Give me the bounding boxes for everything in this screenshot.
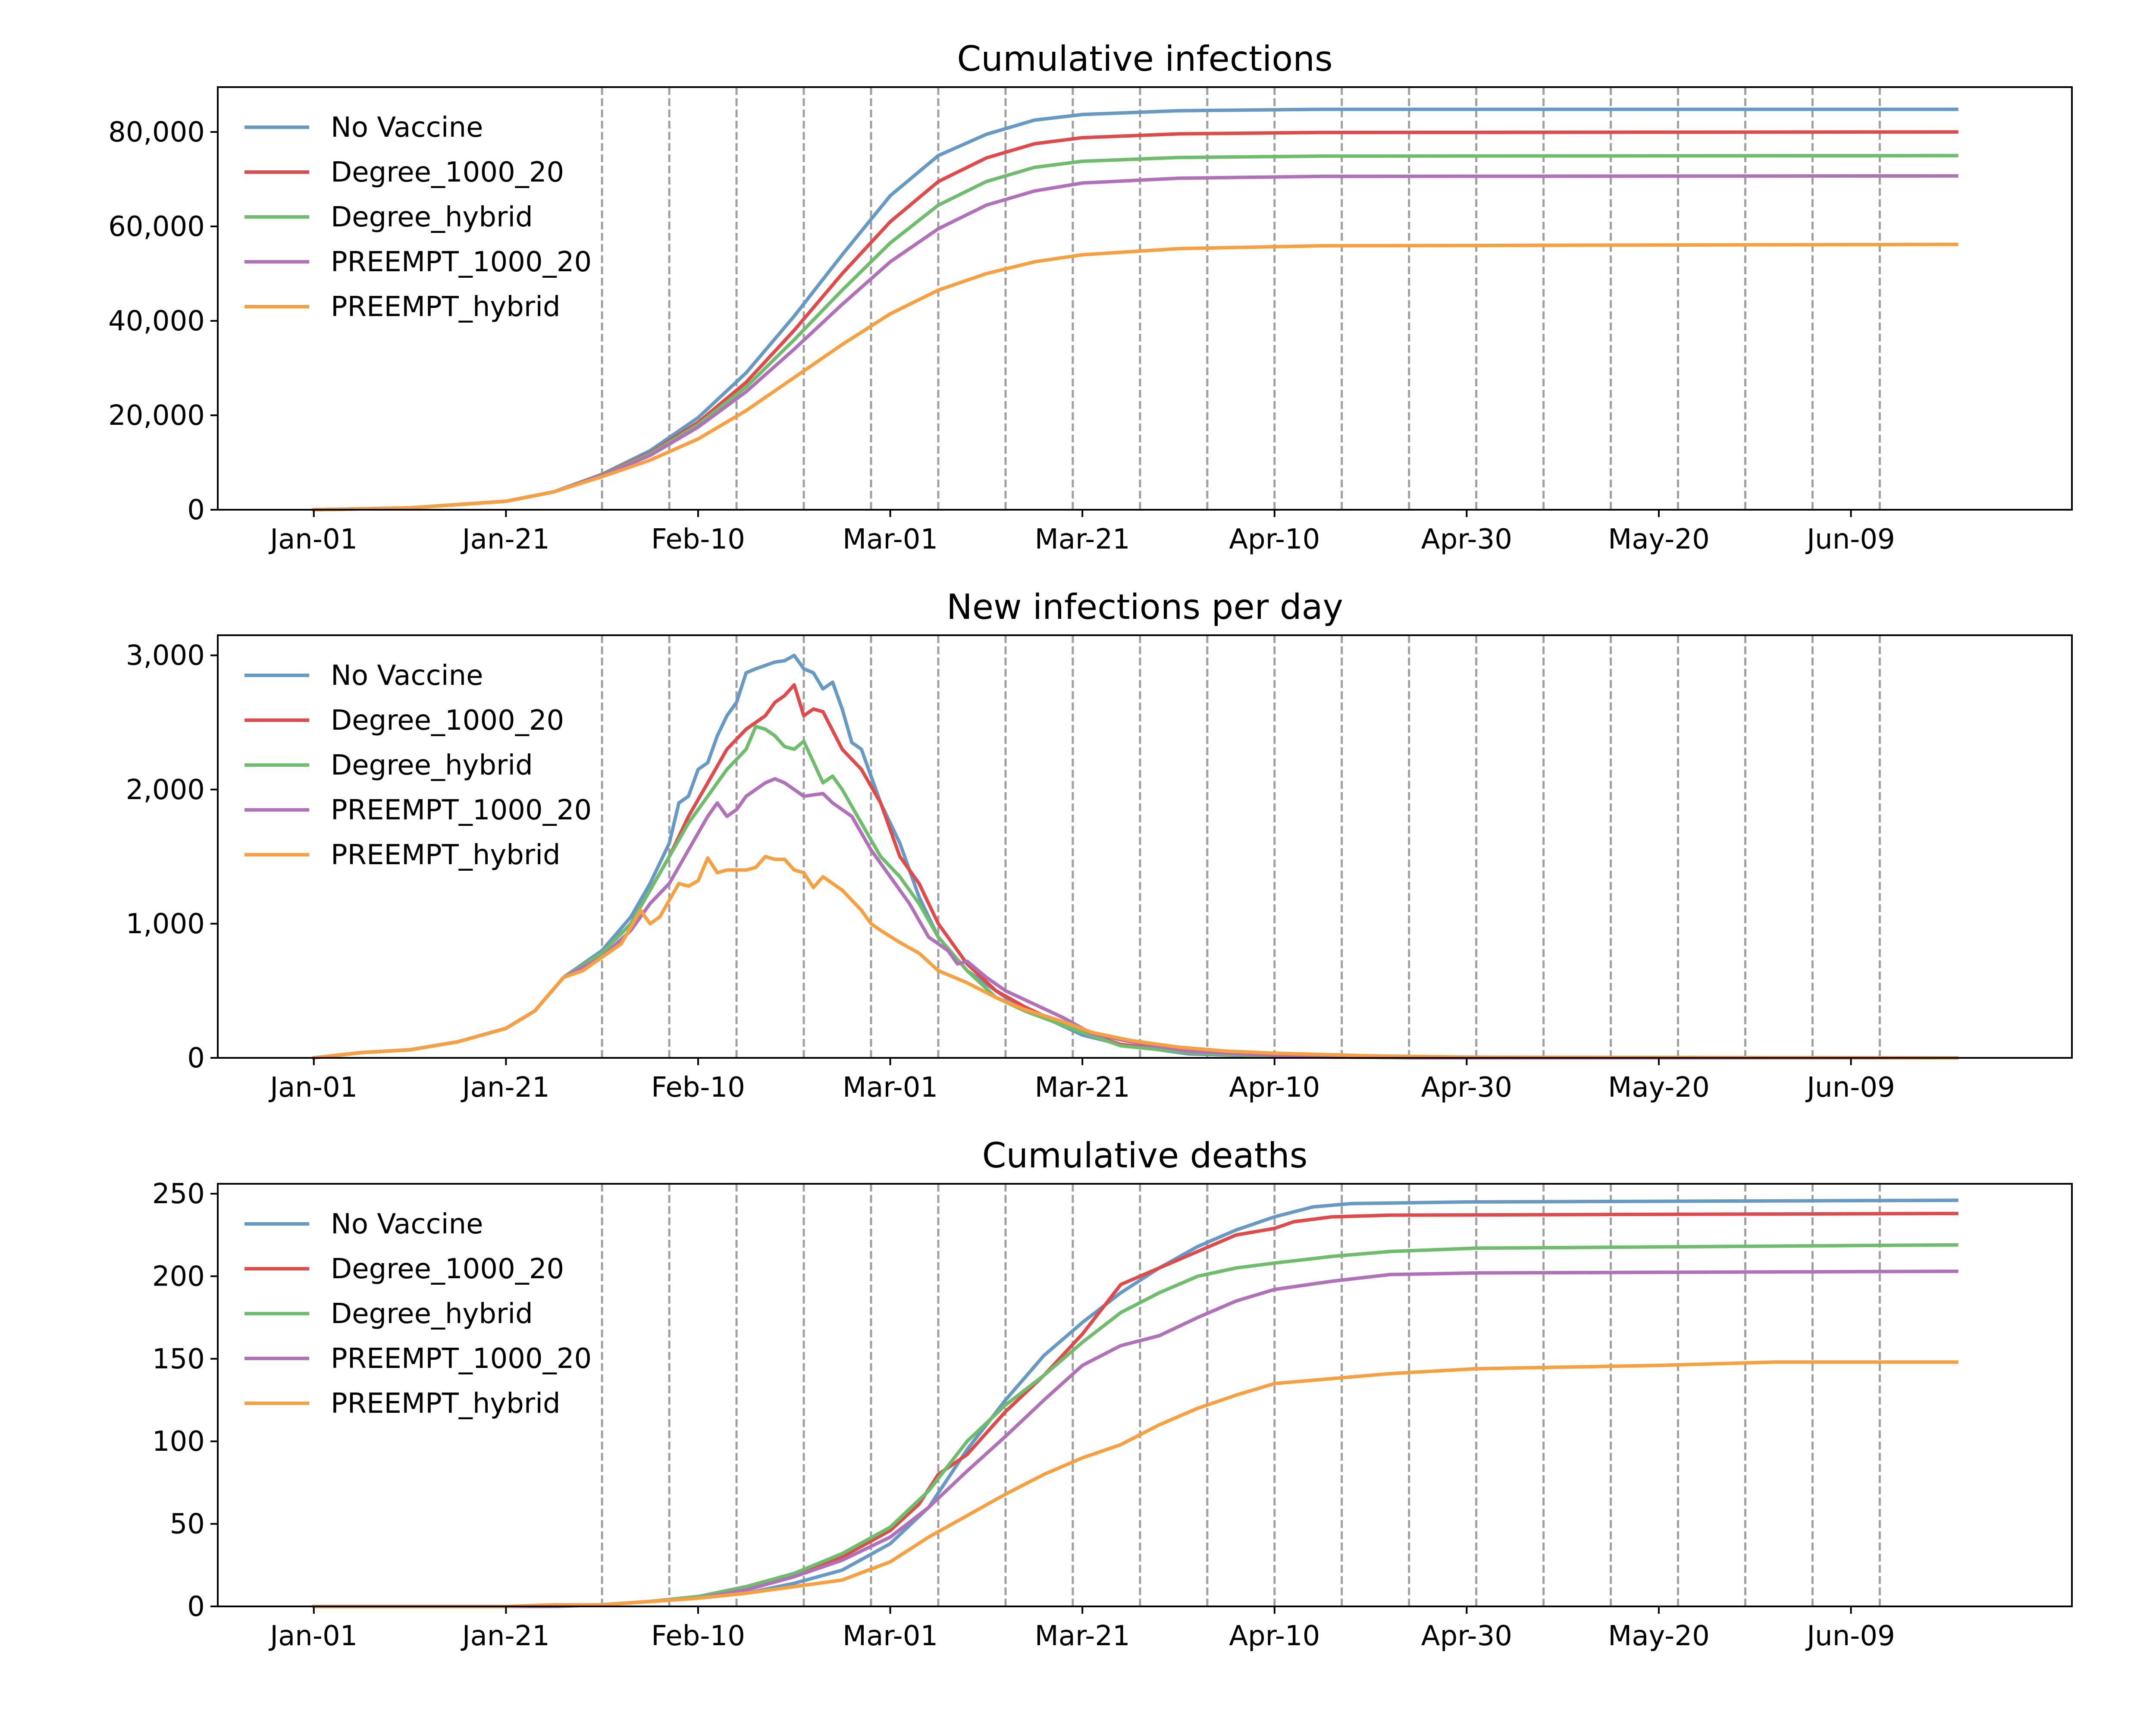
y-tick-label: 80,000 <box>108 116 205 148</box>
series-line-degree-hybrid <box>312 154 1959 512</box>
x-tick-label: Feb-10 <box>651 524 745 555</box>
chart-title: New infections per day <box>946 587 1343 627</box>
x-tick-label: Jan-21 <box>461 524 550 555</box>
y-tick-label: 150 <box>152 1343 205 1375</box>
y-tick-label: 250 <box>152 1178 205 1210</box>
y-tick-label: 60,000 <box>108 211 205 243</box>
y-tick-label: 2,000 <box>126 774 205 806</box>
series-line-degree-hybrid <box>312 1243 1959 1608</box>
y-tick-label: 50 <box>170 1509 205 1540</box>
legend-label: No Vaccine <box>331 660 483 692</box>
y-tick-label: 0 <box>187 1591 205 1623</box>
legend-label: PREEMPT_hybrid <box>331 839 561 871</box>
legend-label: PREEMPT_1000_20 <box>331 1343 592 1375</box>
legend-label: PREEMPT_hybrid <box>331 1388 561 1420</box>
legend-label: PREEMPT_hybrid <box>331 291 561 323</box>
x-tick-label: May-20 <box>1608 1620 1710 1652</box>
series-line-no-vaccine <box>312 653 1959 1060</box>
x-tick-label: Mar-21 <box>1035 524 1130 555</box>
legend: No Vaccine Degree_1000_20 Degree_hybrid PRE… <box>244 1208 592 1420</box>
x-tick-label: Apr-30 <box>1421 524 1512 555</box>
y-tick-label: 1,000 <box>126 908 205 940</box>
chart-title: Cumulative deaths <box>982 1135 1308 1176</box>
series-line-preempt-1000-20 <box>312 777 1959 1060</box>
y-tick-label: 0 <box>187 1042 205 1074</box>
axes-frame <box>217 86 2073 511</box>
x-tick-label: Jan-21 <box>461 1072 550 1104</box>
series-line-preempt-1000-20 <box>312 174 1959 512</box>
legend-label: No Vaccine <box>331 112 483 144</box>
series-line-preempt-hybrid <box>312 855 1959 1060</box>
panel-cumulative-deaths: Cumulative deaths 0 50 100 150 200 250 Jan-01 Ja… <box>152 1135 2073 1652</box>
y-tick-label: 40,000 <box>108 305 205 337</box>
legend-label: Degree_hybrid <box>331 1298 533 1330</box>
series-line-degree-1000-20 <box>312 683 1959 1060</box>
x-tick-label: Apr-30 <box>1421 1072 1512 1104</box>
x-tick-label: May-20 <box>1608 1072 1710 1104</box>
x-tick-label: Jan-01 <box>268 1072 357 1104</box>
panel-new-infections-per-day: New infections per day 0 1,000 2,000 3,000 Ja… <box>126 587 2073 1104</box>
legend-label: Degree_1000_20 <box>331 157 564 188</box>
legend-label: No Vaccine <box>331 1208 483 1240</box>
y-tick-label: 20,000 <box>108 400 205 432</box>
x-tick-label: Feb-10 <box>651 1072 745 1104</box>
x-tick-label: Jun-09 <box>1805 1620 1895 1652</box>
legend: No Vaccine Degree_1000_20 Degree_hybrid PRE… <box>244 112 592 323</box>
series-line-preempt-hybrid <box>312 242 1959 512</box>
x-tick-label: Mar-21 <box>1035 1072 1130 1104</box>
axes-frame <box>217 1183 2073 1607</box>
x-tick-label: Apr-30 <box>1421 1620 1512 1652</box>
legend: No Vaccine Degree_1000_20 Degree_hybrid PRE… <box>244 660 592 871</box>
y-tick-label: 200 <box>152 1261 205 1292</box>
x-tick-label: Jun-09 <box>1805 524 1895 555</box>
panel-cumulative-infections: Cumulative infections 0 20,000 40,000 60,000… <box>108 39 2073 555</box>
x-tick-label: Apr-10 <box>1229 1072 1320 1104</box>
x-tick-label: Jan-01 <box>268 524 357 555</box>
y-tick-label: 100 <box>152 1426 205 1458</box>
x-tick-label: Feb-10 <box>651 1620 745 1652</box>
series-line-degree-hybrid <box>312 724 1959 1060</box>
x-tick-label: Mar-01 <box>843 524 938 555</box>
x-tick-label: Apr-10 <box>1229 1620 1320 1652</box>
legend-label: PREEMPT_1000_20 <box>331 246 592 278</box>
x-tick-label: Jun-09 <box>1805 1072 1895 1104</box>
x-tick-label: May-20 <box>1608 524 1710 555</box>
x-tick-label: Mar-01 <box>843 1072 938 1104</box>
chart-title: Cumulative infections <box>957 39 1332 79</box>
y-tick-label: 0 <box>187 494 205 526</box>
legend-label: PREEMPT_1000_20 <box>331 794 592 826</box>
y-tick-label: 3,000 <box>126 640 205 672</box>
x-tick-label: Apr-10 <box>1229 524 1320 555</box>
series-line-preempt-hybrid <box>312 1360 1959 1608</box>
legend-label: Degree_hybrid <box>331 750 533 781</box>
x-tick-label: Jan-21 <box>461 1620 550 1652</box>
x-tick-label: Mar-01 <box>843 1620 938 1652</box>
legend-label: Degree_1000_20 <box>331 1253 564 1285</box>
x-tick-label: Mar-21 <box>1035 1620 1130 1652</box>
x-tick-label: Jan-01 <box>268 1620 357 1652</box>
axes-frame <box>217 634 2073 1059</box>
legend-label: Degree_1000_20 <box>331 705 564 737</box>
legend-label: Degree_hybrid <box>331 201 533 233</box>
